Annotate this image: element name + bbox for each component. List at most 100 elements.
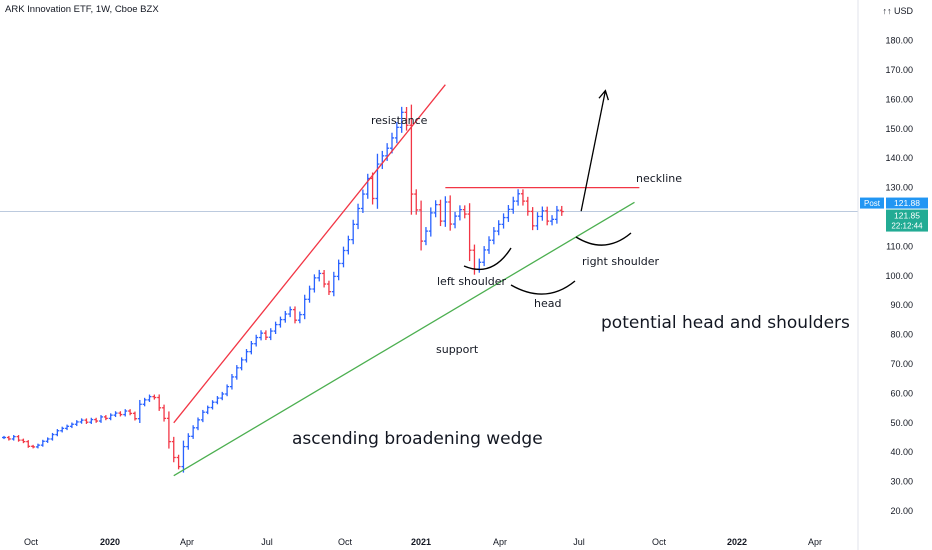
ohlc-bar [278, 316, 283, 328]
post-price-value: 121.88 [894, 198, 920, 208]
ohlc-bar [191, 425, 196, 439]
ohlc-bar [84, 418, 89, 424]
x-tick-label: 2020 [100, 537, 120, 547]
ohlc-bar [448, 195, 453, 231]
ohlc-bar [336, 259, 341, 281]
ohlc-bar [99, 415, 103, 423]
ohlc-bar [394, 122, 399, 144]
ohlc-bar [525, 196, 530, 216]
ohlc-bar [31, 444, 36, 449]
post-tag [860, 197, 884, 209]
y-tick-label: 40.00 [890, 447, 913, 457]
ohlc-bar [79, 418, 84, 424]
ohlc-bar [530, 207, 535, 231]
ohlc-bar [225, 384, 230, 397]
y-tick-label: 140.00 [885, 153, 913, 163]
x-tick-label: Oct [24, 537, 39, 547]
ohlc-bar [351, 219, 356, 245]
ohlc-bar [89, 417, 94, 425]
annotation-head: head [534, 297, 561, 310]
ohlc-bar [205, 405, 210, 415]
right-shoulder-arc [575, 232, 632, 246]
annotations: resistance neckline left shoulder head right… [292, 114, 850, 449]
ohlc-bar [293, 306, 297, 324]
ohlc-bar [128, 409, 133, 416]
y-tick-label: 80.00 [890, 330, 913, 340]
last-price-tag [886, 209, 928, 232]
x-tick-label: Oct [652, 537, 667, 547]
ohlc-bar [356, 203, 361, 230]
ohlc-bar [200, 409, 205, 423]
ohlc-bar [317, 269, 322, 282]
ohlc-bar [346, 235, 351, 255]
ohlc-bar [457, 205, 462, 221]
last-price-value: 121.85 [894, 211, 920, 221]
ohlc-bar [35, 443, 40, 449]
ohlc-bar [162, 404, 167, 422]
ohlc-bar [559, 205, 564, 216]
ohlc-bar [254, 334, 259, 347]
ohlc-bar [462, 205, 467, 219]
ohlc-bar [94, 417, 99, 423]
ohlc-bar [229, 374, 234, 390]
ohlc-bar [288, 306, 293, 318]
ohlc-bar [419, 200, 424, 251]
y-tick-label: 130.00 [885, 183, 913, 193]
ohlc-bar [540, 206, 545, 221]
y-axis: 20.00 30.00 40.00 50.00 60.00 70.00 80.00 90.00… [857, 0, 913, 550]
x-tick-label: Apr [808, 537, 822, 547]
head-arc [510, 280, 576, 295]
ohlc-bar [259, 330, 264, 341]
annotation-left-shoulder: left shoulder [437, 275, 507, 288]
bar-countdown: 22:12:44 [891, 222, 923, 231]
ohlc-bar [283, 310, 288, 323]
ohlc-bar [181, 440, 186, 473]
x-tick-label: Apr [493, 537, 507, 547]
ohlc-bar [40, 439, 45, 447]
ohlc-bar [302, 294, 307, 320]
ohlc-bar [370, 172, 375, 205]
post-tag-label: Post [864, 199, 881, 208]
ohlc-bar [423, 227, 428, 246]
ohlc-bar [380, 150, 385, 170]
ohlc-bar [220, 391, 225, 401]
ohlc-bar [147, 394, 152, 402]
ohlc-bar [26, 440, 31, 448]
post-price-tag [886, 197, 928, 209]
ohlc-bar [516, 189, 521, 206]
ohlc-bar [491, 227, 496, 245]
annotation-neckline: neckline [636, 172, 682, 185]
ohlc-bar [50, 432, 55, 441]
ohlc-bar [244, 349, 249, 363]
ohlc-bar [142, 397, 147, 407]
ohlc-bar [341, 246, 346, 268]
ohlc-bar [414, 189, 419, 215]
y-tick-label: 110.00 [886, 241, 913, 251]
ohlc-bar [453, 211, 458, 229]
ohlc-bar [65, 424, 70, 431]
ohlc-bar [157, 394, 162, 411]
chart-title: ARK Innovation ETF, 1W, Cboe BZX [5, 4, 159, 15]
ohlc-bar [487, 236, 491, 254]
ohlc-bars [0, 104, 858, 473]
ohlc-bar [118, 411, 123, 417]
y-tick-label: 50.00 [890, 418, 913, 428]
x-tick-label: 2022 [727, 537, 747, 547]
y-tick-label: 100.00 [885, 271, 913, 281]
ohlc-bar [438, 199, 443, 227]
ohlc-bar [239, 357, 244, 371]
ohlc-bar [69, 422, 74, 429]
ohlc-bar [132, 411, 137, 421]
currency-label: ↑↑ USD [882, 6, 913, 16]
ohlc-bar [196, 417, 200, 431]
y-tick-label: 90.00 [890, 300, 913, 310]
y-tick-label: 180.00 [885, 36, 913, 46]
ohlc-bar [166, 411, 171, 449]
x-tick-label: Oct [338, 537, 353, 547]
ohlc-bar [501, 213, 506, 229]
ohlc-bar [506, 205, 511, 222]
ohlc-bar [443, 196, 448, 227]
ohlc-bar [45, 437, 50, 443]
